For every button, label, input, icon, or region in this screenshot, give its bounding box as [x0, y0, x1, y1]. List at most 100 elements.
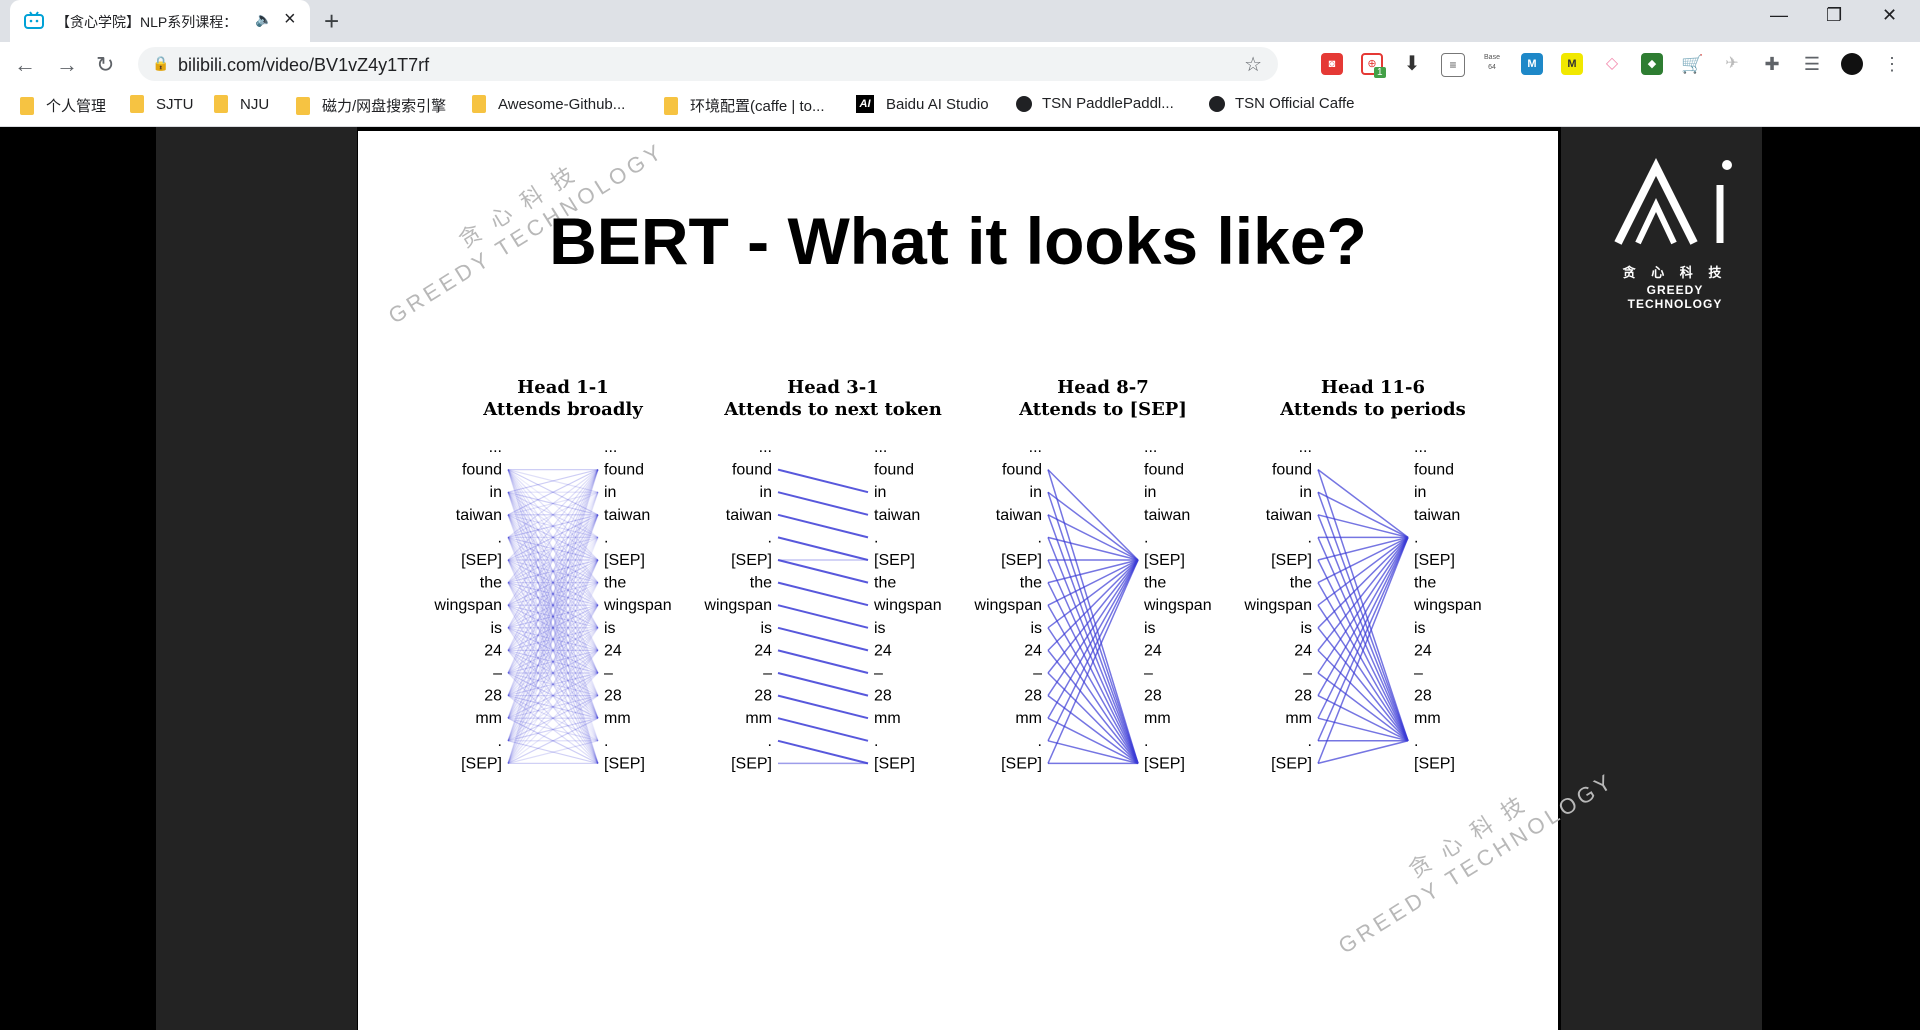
attention-line	[777, 717, 869, 742]
attention-line	[507, 469, 599, 764]
extension-red-icon[interactable]: ◙	[1321, 53, 1343, 75]
back-icon[interactable]: ←	[14, 52, 36, 77]
attention-line	[1047, 740, 1139, 765]
reload-icon[interactable]: ↻	[96, 52, 115, 77]
attention-line	[507, 491, 599, 696]
forward-icon[interactable]: →	[56, 52, 78, 77]
token-right: .	[874, 529, 878, 546]
restore-icon[interactable]: ❐	[1826, 5, 1843, 25]
new-tab-icon[interactable]: +	[324, 6, 340, 36]
token-left: wingspan	[1243, 597, 1312, 614]
attention-line	[507, 491, 599, 561]
bookmark-9[interactable]: TSN Official Caffe	[1209, 95, 1355, 112]
attention-line	[507, 582, 599, 719]
token-left: –	[763, 665, 772, 682]
token-right: [SEP]	[874, 552, 915, 569]
attention-line	[507, 469, 599, 561]
attention-line	[507, 559, 599, 584]
browser-tab[interactable]: 【贪心学院】NLP系列课程： 🔈 ×	[10, 0, 310, 42]
attention-line	[507, 469, 599, 516]
attention-line	[507, 582, 599, 606]
head-name: Head 11-6	[1321, 377, 1425, 398]
attention-line	[777, 739, 869, 765]
puzzle-icon[interactable]: ✚	[1761, 53, 1783, 75]
folder-icon	[296, 96, 310, 115]
token-left: the	[750, 575, 772, 592]
github-icon	[1016, 95, 1032, 112]
attention-line	[507, 672, 599, 742]
attention-line	[507, 514, 599, 561]
attention-line	[507, 649, 599, 719]
attention-line	[507, 491, 599, 516]
video-player[interactable]: 贪 心 科 技 GREEDY TECHNOLOGY 贪 心 科 技 GREEDY…	[0, 127, 1920, 1030]
attention-line	[507, 491, 599, 674]
attention-line	[507, 559, 599, 629]
attention-line	[507, 536, 599, 606]
attention-line	[507, 469, 599, 674]
menu-icon[interactable]: ⋮	[1881, 53, 1903, 75]
download-icon[interactable]: ⬇	[1401, 53, 1423, 75]
window-close-icon[interactable]: ✕	[1882, 5, 1898, 25]
bird-extension-icon[interactable]: ✈	[1721, 53, 1743, 75]
token-left: 28	[1294, 688, 1312, 705]
address-bar[interactable]: 🔒 bilibili.com/video/BV1vZ4y1T7rf ☆	[138, 47, 1278, 81]
tab-title: 【贪心学院】NLP系列课程：	[56, 14, 238, 30]
attention-line	[1317, 672, 1409, 742]
attention-line	[507, 604, 599, 651]
attention-line	[507, 537, 599, 674]
token-right: in	[1414, 484, 1426, 501]
token-right: .	[604, 733, 608, 750]
avatar[interactable]	[1841, 53, 1863, 75]
bookmark-8[interactable]: TSN PaddlePaddl...	[1016, 95, 1174, 112]
attention-line	[507, 537, 599, 742]
bookmark-7[interactable]: AI Baidu AI Studio	[856, 95, 989, 113]
base64-extension-icon[interactable]: Base 64	[1481, 53, 1503, 75]
token-left: wingspan	[703, 597, 772, 614]
bookmark-star-icon[interactable]: ☆	[1244, 54, 1262, 76]
attention-line	[507, 469, 599, 629]
attention-line	[507, 559, 599, 584]
token-right: the	[874, 575, 896, 592]
bookmark-1[interactable]: 个人管理	[20, 95, 106, 116]
green-extension-icon[interactable]: ◆	[1641, 53, 1663, 75]
attention-line	[1047, 559, 1139, 651]
attention-line	[1317, 536, 1409, 651]
attention-line	[507, 604, 599, 742]
minimize-icon[interactable]: —	[1770, 5, 1788, 25]
head-label: Attends to [SEP]	[1018, 399, 1187, 420]
bookmark-6[interactable]: 环境配置(caffe | to...	[664, 95, 825, 116]
token-left: the	[1290, 575, 1312, 592]
close-tab-icon[interactable]: ×	[284, 8, 296, 30]
token-right: .	[1414, 733, 1418, 750]
token-left: found	[732, 462, 772, 479]
attention-line	[507, 695, 599, 742]
left-panel	[156, 127, 357, 1030]
lock-icon[interactable]: 🔒	[152, 55, 170, 71]
bookmark-4[interactable]: 磁力/网盘搜索引擎	[296, 95, 446, 116]
m-extension-icon[interactable]: M	[1521, 53, 1543, 75]
head-name: Head 1-1	[517, 377, 609, 398]
attention-line	[1317, 740, 1409, 765]
bookmark-5[interactable]: Awesome-Github...	[472, 95, 625, 113]
bookmark-3[interactable]: NJU	[214, 95, 269, 113]
token-right: found	[1144, 462, 1184, 479]
json-extension-icon[interactable]: ≡	[1441, 53, 1465, 77]
m-yellow-extension-icon[interactable]: M	[1561, 53, 1583, 75]
bookmark-2[interactable]: SJTU	[130, 95, 194, 113]
attention-line	[507, 672, 599, 742]
token-right: [SEP]	[1414, 552, 1455, 569]
attention-line	[507, 491, 599, 674]
attention-line	[507, 514, 599, 584]
attention-line	[1317, 537, 1409, 742]
token-right: is	[1414, 620, 1426, 637]
token-right: found	[1414, 462, 1454, 479]
attention-line	[507, 514, 599, 629]
folder-icon	[472, 95, 486, 113]
cart-extension-icon[interactable]: 🛒	[1681, 53, 1704, 75]
speaker-icon[interactable]: 🔈	[255, 11, 273, 27]
attention-line	[507, 514, 599, 742]
attention-line	[507, 537, 599, 719]
pink-extension-icon[interactable]: ◇	[1601, 53, 1623, 75]
media-control-icon[interactable]: ☰	[1801, 53, 1823, 75]
attention-line	[507, 582, 599, 696]
